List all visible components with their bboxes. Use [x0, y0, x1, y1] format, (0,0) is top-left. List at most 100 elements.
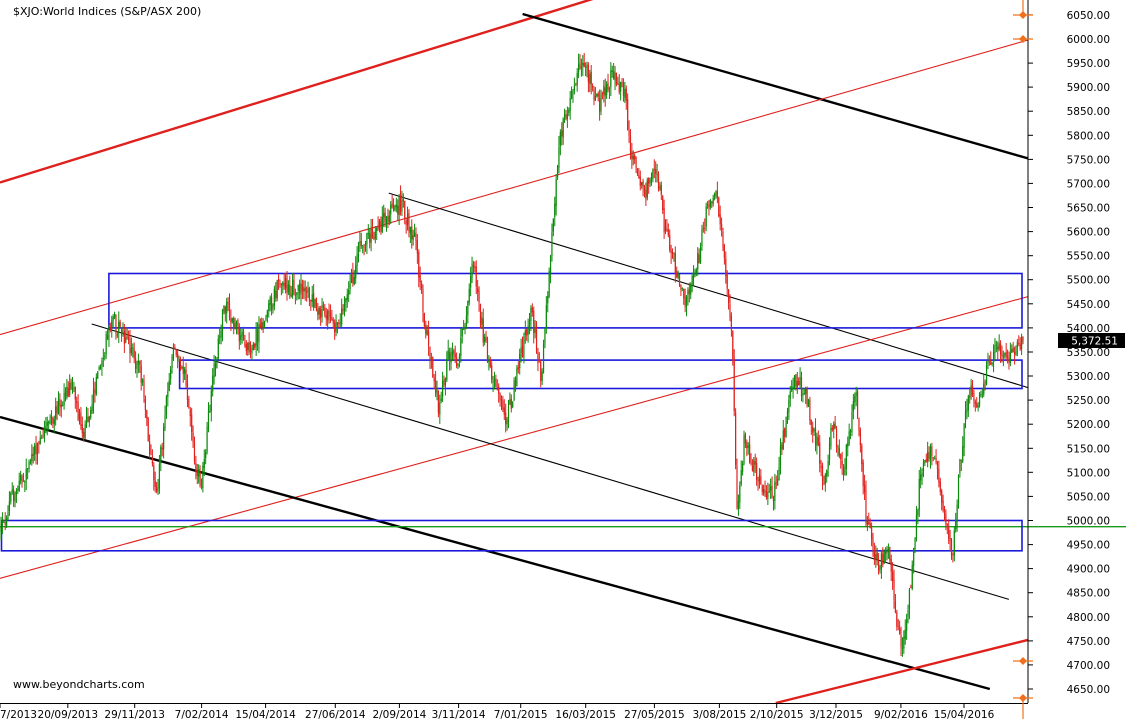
candle-body: [1001, 352, 1003, 356]
candle-body: [491, 365, 493, 380]
candle-body: [55, 406, 57, 419]
candle-body: [259, 324, 261, 328]
candle-body: [150, 453, 152, 455]
candle-body: [234, 323, 236, 330]
candle-body: [920, 474, 922, 481]
y-tick-label: 4700.00: [1067, 660, 1110, 672]
zone-2: [178, 359, 1023, 390]
candle-body: [740, 470, 742, 485]
candle-body: [810, 419, 812, 426]
candle-body: [901, 647, 904, 649]
candle-body: [549, 255, 552, 273]
candle-body: [970, 384, 972, 396]
candle-body: [220, 331, 222, 338]
candle-body: [493, 379, 496, 382]
candle-body: [844, 468, 846, 475]
candle-body: [453, 350, 455, 354]
candle-body: [120, 328, 123, 333]
candle-body: [439, 402, 441, 415]
candle-body: [858, 418, 860, 431]
candle-body: [132, 347, 134, 349]
candle-body: [964, 411, 967, 422]
candle-body: [861, 445, 863, 464]
candle-body: [308, 288, 311, 302]
candle-body: [642, 180, 644, 188]
candle-body: [816, 435, 818, 447]
candle-body: [995, 344, 997, 346]
candle-body: [981, 394, 983, 396]
y-tick-label: 5750.00: [1067, 154, 1110, 166]
candle-body: [718, 197, 720, 216]
candle-body: [263, 320, 266, 327]
candle-body: [415, 232, 417, 242]
candle-body: [48, 422, 50, 424]
candle-body: [638, 175, 640, 179]
candle-body: [444, 378, 447, 386]
x-tick-label: 2/10/2015: [750, 709, 804, 719]
candle-body: [405, 220, 407, 225]
candle-body: [437, 390, 439, 413]
candle-body: [13, 489, 15, 501]
candle-body: [662, 196, 664, 210]
candle-body: [953, 530, 955, 556]
candle-body: [429, 346, 431, 360]
candle-body: [652, 169, 654, 179]
candle-body: [334, 322, 336, 332]
candle-body: [713, 193, 716, 197]
candle-body: [163, 427, 165, 450]
candle-body: [851, 411, 853, 433]
candle-body: [636, 168, 639, 175]
candle-body: [863, 484, 866, 492]
candle-body: [418, 252, 420, 278]
candle-body: [223, 306, 225, 312]
candle-body: [922, 462, 925, 471]
candle-body: [171, 357, 173, 369]
candle-body: [279, 283, 281, 285]
candle-body: [859, 430, 861, 446]
candle-body: [692, 275, 695, 278]
candle-body: [625, 88, 627, 101]
candle-body: [519, 353, 521, 368]
candle-body: [381, 216, 383, 232]
candle-body: [599, 98, 601, 112]
y-tick-label: 5450.00: [1067, 299, 1110, 311]
candle-body: [160, 447, 162, 464]
candle-body: [514, 379, 517, 388]
candle-body: [261, 322, 263, 330]
candle-body: [383, 212, 385, 218]
candle-body: [921, 472, 923, 476]
candle-body: [558, 146, 560, 168]
candle-body: [443, 379, 445, 385]
candle-body: [200, 487, 203, 488]
candle-body: [35, 444, 37, 454]
candle-body: [380, 220, 382, 232]
candle-body: [960, 460, 962, 462]
candle-body: [363, 246, 365, 248]
candle-body: [885, 551, 887, 554]
candle-body: [320, 309, 322, 318]
candle-body: [768, 490, 770, 492]
candle-body: [969, 396, 971, 398]
candle-body: [1022, 336, 1024, 342]
candle-body: [621, 82, 623, 84]
candle-body: [535, 330, 538, 352]
candle-body: [948, 526, 950, 540]
candle-body: [69, 383, 71, 395]
candle-body: [606, 84, 608, 96]
candle-body: [624, 89, 626, 98]
candle-body: [613, 71, 615, 80]
candle-body: [906, 618, 908, 631]
candle-body: [657, 173, 660, 190]
candle-body: [827, 460, 829, 470]
candle-body: [870, 527, 873, 539]
candle-body: [158, 464, 161, 489]
candle-body: [580, 66, 582, 69]
candle-body: [544, 328, 546, 344]
candle-body: [719, 214, 721, 225]
candle-body: [226, 301, 228, 314]
candle-body: [980, 393, 982, 395]
candle-body: [212, 375, 214, 392]
candle-body: [175, 349, 177, 355]
candle-body: [807, 400, 810, 406]
candle-body: [722, 231, 724, 248]
